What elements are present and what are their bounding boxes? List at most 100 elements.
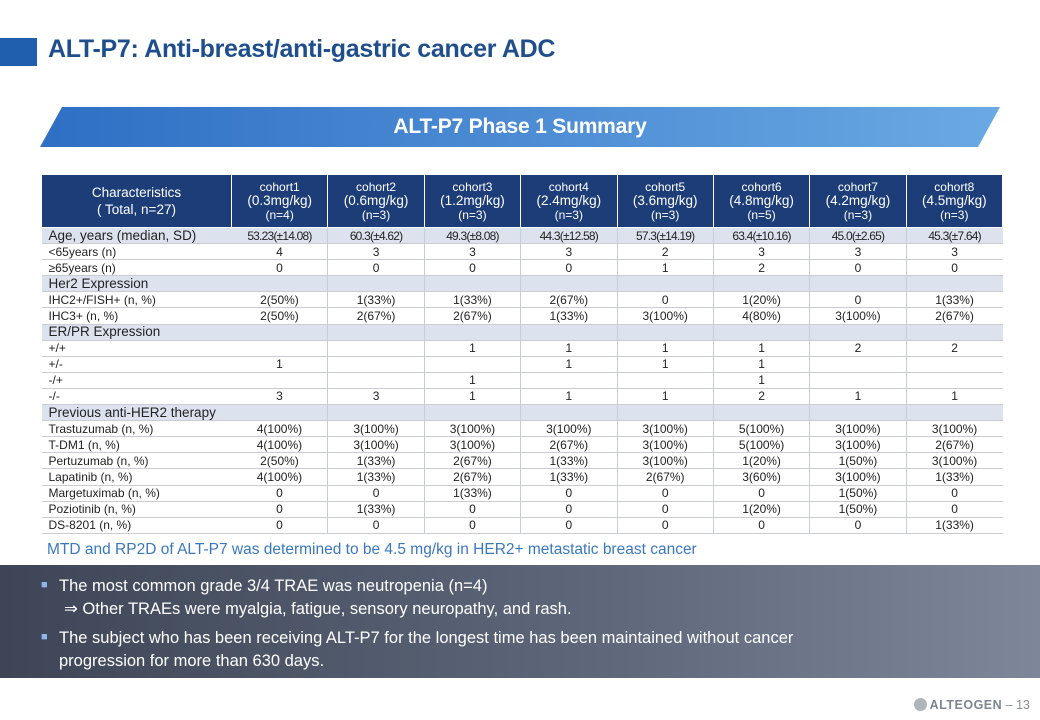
table-cell: 1(33%) xyxy=(905,291,1003,309)
table-cell: 3 xyxy=(231,388,328,406)
table-cell xyxy=(231,372,328,389)
table-cell: 1(33%) xyxy=(327,501,425,518)
cohort-n: (n=3) xyxy=(458,208,487,222)
row-label: Age, years (median, SD) xyxy=(41,227,232,245)
row-label: Previous anti-HER2 therapy xyxy=(41,404,232,422)
table-cell: 3(100%) xyxy=(327,436,425,454)
table-section-row: ER/PR Expression xyxy=(41,324,1003,341)
cohort-header-4: cohort4 (2.4mg/kg) (n=3) xyxy=(520,174,618,228)
table-cell: 1(50%) xyxy=(809,452,907,470)
table-cell: 1(33%) xyxy=(520,468,617,486)
table-cell xyxy=(520,372,617,389)
table-cell: 1 xyxy=(520,356,617,373)
banner-shape xyxy=(40,107,1000,147)
cohort-header-6: cohort6 (4.8mg/kg) (n=5) xyxy=(712,174,811,228)
footer: ALTEOGEN – 13 xyxy=(913,698,1030,712)
table-cell: 1(33%) xyxy=(327,468,425,486)
table-cell: 1(33%) xyxy=(327,452,425,470)
table-cell xyxy=(905,275,1003,293)
table-section-row: Age, years (median, SD) 53.23(±14.08) 60.3… xyxy=(41,227,1003,245)
table-row: IHC2+/FISH+ (n, %) 2(50%) 1(33%) 1(33%) 2(67… xyxy=(41,291,1003,309)
table-cell: 1(50%) xyxy=(809,485,907,502)
table-cell xyxy=(327,404,425,422)
mtd-note: MTD and RP2D of ALT-P7 was determined to… xyxy=(47,541,697,558)
table-cell: 0 xyxy=(520,517,617,534)
table-row: -/+ 1 1 xyxy=(41,372,1003,389)
table-cell: 1 xyxy=(423,388,521,406)
table-cell xyxy=(616,275,714,293)
table-cell xyxy=(423,275,521,293)
table-cell: 4(80%) xyxy=(712,307,810,325)
table-cell: 0 xyxy=(616,291,714,309)
table-cell: 3(100%) xyxy=(809,420,907,438)
table-cell: 0 xyxy=(520,501,617,518)
table-cell: 0 xyxy=(327,517,425,534)
table-cell: 3 xyxy=(520,243,617,261)
cohort-name: cohort5 xyxy=(645,180,686,194)
company-logo: ALTEOGEN xyxy=(929,698,1003,712)
table-cell: 0 xyxy=(231,517,328,534)
table-cell: 0 xyxy=(905,259,1003,277)
cohort-name: cohort8 xyxy=(934,180,975,194)
table-cell: 3(100%) xyxy=(905,452,1003,470)
table-cell xyxy=(423,356,521,373)
table-cell: 0 xyxy=(520,485,617,502)
table-cell xyxy=(712,324,810,341)
table-cell: 1(33%) xyxy=(905,517,1003,534)
table-row: Margetuximab (n, %) 0 0 1(33%) 0 0 0 1(50%) 0 xyxy=(41,485,1003,502)
table-cell: 0 xyxy=(423,259,521,277)
bullet-marker-2: ■ xyxy=(41,631,48,643)
row-label: Trastuzumab (n, %) xyxy=(41,420,232,438)
table-cell: 2(67%) xyxy=(520,291,617,309)
table-cell: 3(60%) xyxy=(712,468,810,486)
table-cell xyxy=(520,404,617,422)
table-cell: 0 xyxy=(423,501,521,518)
table-cell: 1 xyxy=(520,388,617,406)
table-cell xyxy=(809,372,907,389)
row-label: Lapatinib (n, %) xyxy=(41,468,232,486)
table-cell xyxy=(231,275,328,293)
table-cell: 3 xyxy=(423,243,521,261)
table-cell: 0 xyxy=(327,259,425,277)
table-cell xyxy=(905,324,1003,341)
table-cell: 2(67%) xyxy=(423,468,521,486)
table-cell: 1 xyxy=(616,356,714,373)
table-cell: 1 xyxy=(423,372,521,389)
banner-title: ALT-P7 Phase 1 Summary xyxy=(393,115,647,138)
table-cell: 3(100%) xyxy=(616,307,714,325)
title-accent-bar xyxy=(0,38,37,66)
table-cell: 2(50%) xyxy=(231,452,328,470)
table-cell xyxy=(423,324,521,341)
summary-bullets-box: ■ The most common grade 3/4 TRAE was neu… xyxy=(0,565,1040,678)
cohort-n: (n=3) xyxy=(361,208,391,222)
table-cell xyxy=(905,356,1003,373)
table-row: ≥65years (n) 0 0 0 0 1 2 0 0 xyxy=(41,259,1003,277)
table-cell: 2 xyxy=(712,259,810,277)
table-cell: 0 xyxy=(809,259,907,277)
page-number: 13 xyxy=(1016,698,1030,712)
table-cell: 1 xyxy=(905,388,1003,406)
table-cell: 2(67%) xyxy=(520,436,617,454)
row-label: Her2 Expression xyxy=(41,275,232,293)
cohort-header-7: cohort7 (4.2mg/kg) (n=3) xyxy=(809,174,907,228)
table-cell: 1 xyxy=(616,388,714,406)
table-cell: 3(100%) xyxy=(905,420,1003,438)
table-cell: 2(67%) xyxy=(423,452,521,470)
table-cell: 1(20%) xyxy=(712,452,810,470)
table-row: Lapatinib (n, %) 4(100%) 1(33%) 2(67%) 1(33%… xyxy=(41,468,1003,486)
table-cell: 2 xyxy=(809,340,907,357)
characteristics-label: Characteristics xyxy=(91,185,182,200)
table-cell: 1 xyxy=(616,259,714,277)
table-cell: 1 xyxy=(423,340,521,357)
alteogen-logo-icon xyxy=(913,698,927,711)
table-cell: 60.3(±4.62) xyxy=(327,227,425,245)
row-label: ER/PR Expression xyxy=(41,324,232,341)
cohort-n: (n=4) xyxy=(265,208,294,222)
cohort-n: (n=3) xyxy=(940,208,969,222)
cohort-header-5: cohort5 (3.6mg/kg) (n=3) xyxy=(616,174,714,228)
cohort-name: cohort6 xyxy=(741,180,782,194)
table-cell xyxy=(809,275,907,293)
table-cell xyxy=(327,356,425,373)
table-cell: 1 xyxy=(712,372,810,389)
table-cell: 2 xyxy=(616,243,714,261)
